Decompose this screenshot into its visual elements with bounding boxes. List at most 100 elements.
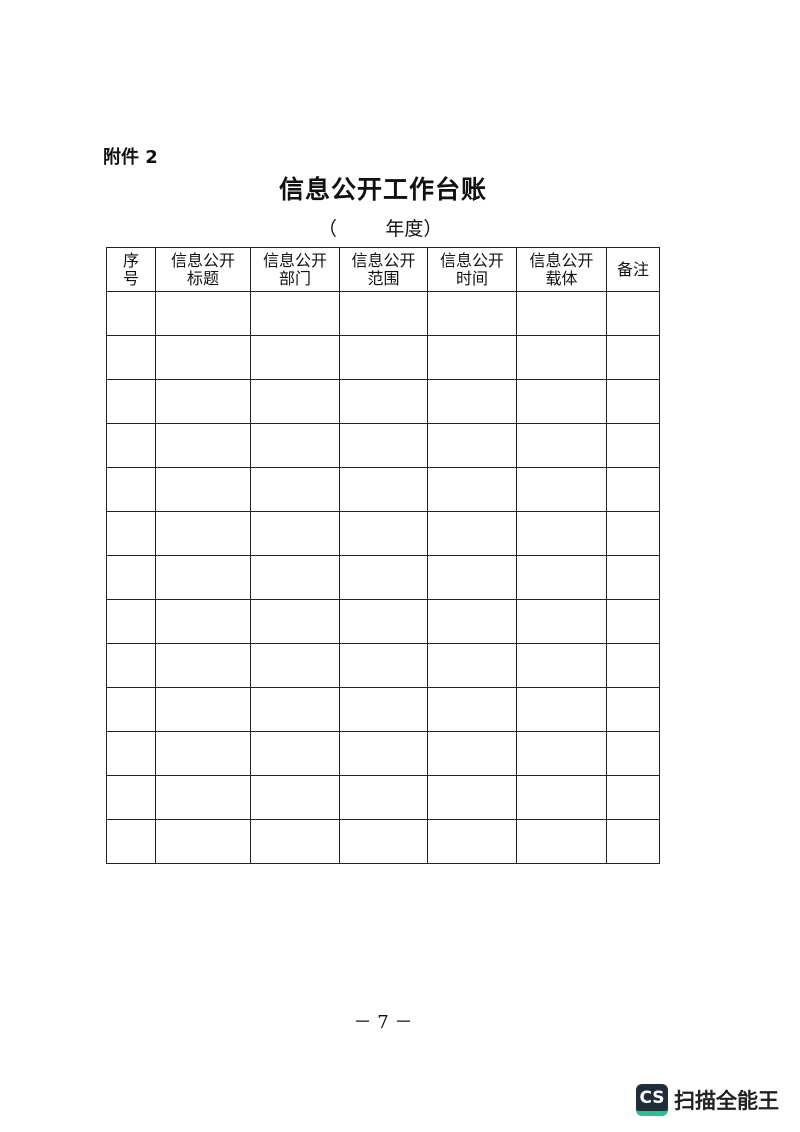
table-cell [427,379,517,424]
table-cell [606,511,660,556]
table-cell [250,379,340,424]
table-cell [427,643,517,688]
table-row [106,819,660,864]
table-cell [606,291,660,336]
table-cell [250,819,340,864]
table-cell [106,423,156,468]
column-header-line: 号 [122,268,139,288]
table-row [106,379,660,424]
table-cell [339,467,428,512]
table-cell [250,291,340,336]
table-cell [339,643,428,688]
table-cell [250,687,340,732]
column-header-line: 标题 [186,268,219,288]
table-cell [516,467,607,512]
table-cell [106,775,156,820]
scanner-watermark: CS 扫描全能王 [636,1084,779,1116]
table-cell [606,643,660,688]
table-row [106,423,660,468]
column-header-line: 信息公开 [351,250,416,270]
table-cell [516,379,607,424]
table-cell [155,379,251,424]
table-cell [606,423,660,468]
table-cell [250,511,340,556]
table-row [106,643,660,688]
column-header-line: 信息公开 [262,250,327,270]
column-header-line: 信息公开 [439,250,504,270]
table-row [106,687,660,732]
table-cell [516,731,607,776]
page-number: － 7 － [353,1012,413,1033]
table-cell [250,775,340,820]
table-cell [516,511,607,556]
table-cell [106,687,156,732]
table-cell [155,643,251,688]
table-cell [606,819,660,864]
table-cell [606,467,660,512]
table-cell [250,599,340,644]
column-header: 序号 [106,247,156,292]
table-row [106,335,660,380]
table-cell [250,643,340,688]
table-cell [155,775,251,820]
table-cell [106,379,156,424]
table-cell [339,599,428,644]
table-cell [427,423,517,468]
table-cell [516,335,607,380]
table-cell [106,555,156,600]
column-header-line: 范围 [367,268,400,288]
table-cell [516,643,607,688]
table-cell [250,555,340,600]
column-header: 信息公开 部门 [250,247,340,292]
table-cell [606,599,660,644]
attachment-label: 附件 2 [103,147,158,168]
table-row [106,731,660,776]
table-cell [606,731,660,776]
table-cell [250,335,340,380]
column-header-line: 时间 [455,268,488,288]
table-cell [155,599,251,644]
table-cell [516,599,607,644]
table-cell [106,291,156,336]
table-cell [427,335,517,380]
table-cell [106,467,156,512]
table-cell [250,423,340,468]
table-cell [155,467,251,512]
column-header-line: 备注 [616,259,649,279]
year-line: （ 年度） [318,218,443,240]
table-cell [427,687,517,732]
column-header: 信息公开 标题 [155,247,251,292]
table-cell [427,555,517,600]
table-cell [339,423,428,468]
table-cell [250,467,340,512]
table-cell [516,687,607,732]
table-cell [339,291,428,336]
table-cell [339,335,428,380]
table-cell [427,599,517,644]
table-cell [516,555,607,600]
table-row [106,599,660,644]
table-cell [606,687,660,732]
table-cell [155,731,251,776]
table-cell [339,819,428,864]
camscanner-logo-icon: CS [636,1084,668,1116]
table-cell [106,731,156,776]
table-cell [606,775,660,820]
table-cell [155,511,251,556]
document-title: 信息公开工作台账 [278,175,487,204]
table-cell [516,423,607,468]
table-cell [155,819,251,864]
column-header-line: 部门 [278,268,311,288]
table-cell [427,467,517,512]
table-cell [606,335,660,380]
header-row: 序号信息公开 标题 信息公开 部门 信息公开 范围 信息公开 时间 信息公开 载体 备注 [106,247,660,292]
table-cell [155,555,251,600]
table-cell [155,335,251,380]
table-cell [106,335,156,380]
table-row [106,555,660,600]
table-cell [106,599,156,644]
table-cell [155,687,251,732]
column-header: 信息公开 范围 [339,247,428,292]
table-cell [155,423,251,468]
column-header-line: 载体 [545,268,578,288]
